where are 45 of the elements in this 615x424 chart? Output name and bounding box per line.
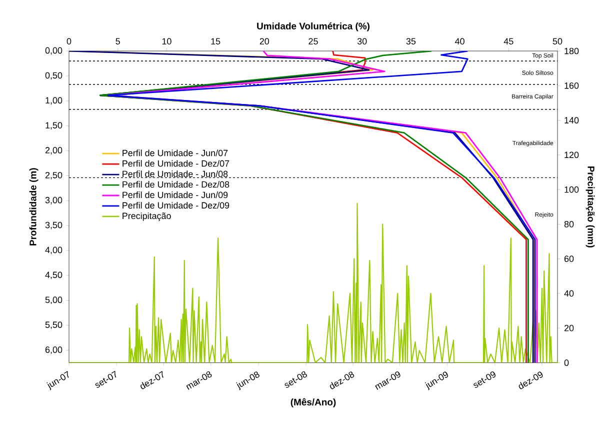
y-tick-label: 6,00 [45,346,62,354]
y-tick-label: 4,50 [45,272,62,280]
y-tick-label: 3,50 [45,222,62,230]
x2-tick-label: 25 [308,38,318,44]
x2-tick-label: 10 [162,38,172,44]
x2-tick-label: 15 [211,38,220,44]
x2-tick-label: 45 [504,38,514,44]
y-tick-label: 1,50 [46,122,62,130]
x2-tick-label: 20 [260,38,270,44]
legend-label: Precipitação [122,212,171,221]
legend-label: Perfil de Umidade - Jun/09 [122,192,228,198]
legend-label: Perfil de Umidade - Dez/07 [122,160,230,167]
x2-tick-label: 30 [357,38,367,44]
legend-label: Perfil de Umidade - Jun/08 [122,170,228,178]
y2-tick-label: 100 [564,186,579,193]
legend-label: Perfil de Umidade - Jun/07 [122,150,228,156]
legend-label: Perfil de Umidade - Dez/08 [122,181,230,188]
y2-tick-label: 180 [564,48,579,54]
y2-tick-label: 60 [564,256,574,262]
y-axis-title: Profundidade (m) [29,168,38,246]
y-tick-label: 2,50 [45,172,62,180]
y2-tick-label: 80 [564,220,574,228]
legend-label: Perfil de Umidade - Dez/09 [122,202,230,209]
y2-tick-label: 20 [564,324,574,332]
y2-tick-label: 140 [564,117,579,124]
y-tick-label: 4,00 [45,246,62,254]
y-tick-label: 5,00 [45,296,62,304]
y-tick-label: 0,50 [45,72,62,80]
y2-tick-label: 0 [564,360,569,366]
y-tick-label: 1,00 [46,97,62,105]
y2-axis-title: Precipitação (mm) [586,166,595,248]
x2-tick-label: 35 [406,38,416,44]
y-tick-label: 5,50 [45,322,62,329]
x2-axis-title: Umidade Volumétrica (%) [257,22,370,32]
y-tick-label: 0,00 [45,47,62,55]
y2-tick-label: 40 [564,290,574,297]
y2-tick-label: 160 [564,82,579,89]
x2-tick-label: 0 [66,38,72,44]
y-tick-label: 3,00 [45,196,62,204]
x2-tick-label: 40 [455,38,464,44]
x2-tick-label: 50 [552,38,562,44]
x2-tick-label: 5 [116,38,120,44]
x-axis-title: (Mês/Ano) [290,398,336,408]
y2-tick-label: 120 [564,152,579,158]
y-tick-label: 2,00 [45,147,62,154]
